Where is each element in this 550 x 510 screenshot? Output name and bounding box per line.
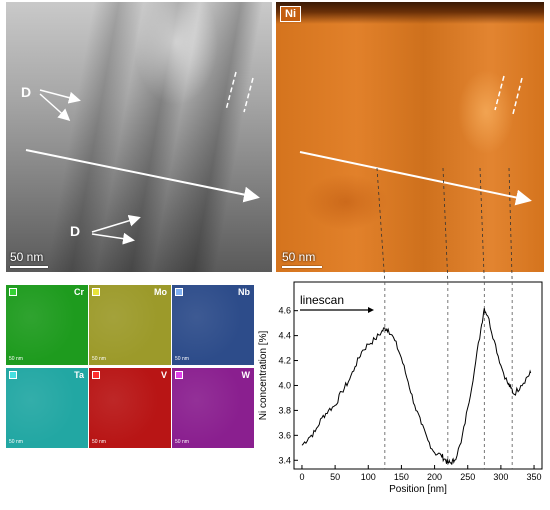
dislocation-label-2: D bbox=[70, 223, 80, 239]
ni-boundary-dash-2 bbox=[512, 77, 523, 115]
x-axis-label: Position [nm] bbox=[389, 484, 447, 495]
eds-map-scale-label: 50 nm bbox=[175, 439, 189, 445]
eds-map-color-tag bbox=[9, 288, 17, 296]
ni-concentration-series bbox=[301, 308, 532, 465]
boundary-dash-2 bbox=[243, 77, 254, 113]
tem-scale-bar bbox=[10, 266, 48, 268]
ni-scale-label: 50 nm bbox=[282, 250, 316, 264]
eds-map-color-tag bbox=[175, 288, 183, 296]
x-tick-label: 200 bbox=[427, 472, 442, 482]
d-arrow-2a bbox=[91, 214, 141, 233]
eds-map-scale-label: 50 nm bbox=[92, 356, 106, 362]
ni-element-tag: Ni bbox=[280, 6, 301, 22]
eds-map-scale-label: 50 nm bbox=[175, 356, 189, 362]
y-tick-label: 3.4 bbox=[278, 455, 291, 465]
tem-image-panel: D D 50 nm bbox=[6, 2, 272, 272]
x-tick-label: 100 bbox=[361, 472, 376, 482]
linescan-chart-svg: 0 50 100 150 200 250 300 350 3.4 3.6 3.8 4.0 4.2 4.4 4… bbox=[258, 281, 543, 495]
linescan-arrow bbox=[25, 149, 260, 203]
y-tick-label: 4.0 bbox=[278, 380, 291, 390]
d-arrow-1b bbox=[39, 93, 71, 121]
eds-map-color-tag bbox=[92, 288, 100, 296]
tem-overlay: D D bbox=[21, 71, 260, 245]
x-tick-label: 50 bbox=[330, 472, 340, 482]
eds-map-scale-label: 50 nm bbox=[92, 439, 106, 445]
x-tick-label: 350 bbox=[527, 472, 542, 482]
ni-scale-bar bbox=[282, 266, 322, 268]
eds-map-scale-label: 50 nm bbox=[9, 439, 23, 445]
y-tick-label: 4.6 bbox=[278, 306, 291, 316]
tem-scale-label: 50 nm bbox=[10, 250, 44, 264]
eds-map-ta: Ta 50 nm bbox=[6, 368, 88, 448]
y-tick-label: 3.6 bbox=[278, 430, 291, 440]
linescan-annotation-arrow-head bbox=[368, 307, 374, 313]
ni-linescan-arrow bbox=[299, 151, 532, 206]
ni-map-panel: Ni 50 nm bbox=[276, 2, 544, 272]
y-tick-label: 4.4 bbox=[278, 331, 291, 341]
eds-map-element-label: Nb bbox=[238, 287, 250, 297]
eds-map-element-label: V bbox=[160, 370, 167, 380]
eds-map-element-label: Mo bbox=[154, 287, 167, 297]
x-tick-label: 300 bbox=[493, 472, 508, 482]
y-tick-label: 4.2 bbox=[278, 356, 291, 366]
eds-map-cr: Cr 50 nm bbox=[6, 285, 88, 365]
eds-map-mo: Mo 50 nm bbox=[89, 285, 171, 365]
y-axis-label: Ni concentration [%] bbox=[258, 331, 269, 421]
eds-map-color-tag bbox=[175, 371, 183, 379]
eds-map-nb: Nb 50 nm bbox=[172, 285, 254, 365]
x-tick-label: 250 bbox=[460, 472, 475, 482]
eds-map-color-tag bbox=[9, 371, 17, 379]
eds-map-w: W 50 nm bbox=[172, 368, 254, 448]
linescan-annotation: linescan bbox=[300, 293, 344, 307]
plot-frame bbox=[293, 281, 543, 470]
boundary-dash-1 bbox=[225, 71, 237, 111]
y-tick-label: 3.8 bbox=[278, 405, 291, 415]
eds-map-color-tag bbox=[92, 371, 100, 379]
eds-map-v: V 50 nm bbox=[89, 368, 171, 448]
ni-boundary-dash-1 bbox=[494, 75, 505, 111]
dislocation-label-1: D bbox=[21, 84, 31, 100]
eds-map-scale-label: 50 nm bbox=[9, 356, 23, 362]
eds-map-element-label: W bbox=[241, 370, 251, 380]
d-arrow-2b bbox=[91, 232, 135, 245]
ni-overlay bbox=[299, 75, 532, 206]
eds-map-element-label: Cr bbox=[73, 287, 84, 297]
x-tick-label: 150 bbox=[394, 472, 409, 482]
linescan-chart: 0 50 100 150 200 250 300 350 3.4 3.6 3.8 4.0 4.2 4.4 4… bbox=[254, 274, 550, 505]
d-arrow-1a bbox=[39, 89, 81, 104]
x-tick-label: 0 bbox=[299, 472, 304, 482]
eds-map-element-label: Ta bbox=[74, 370, 84, 380]
